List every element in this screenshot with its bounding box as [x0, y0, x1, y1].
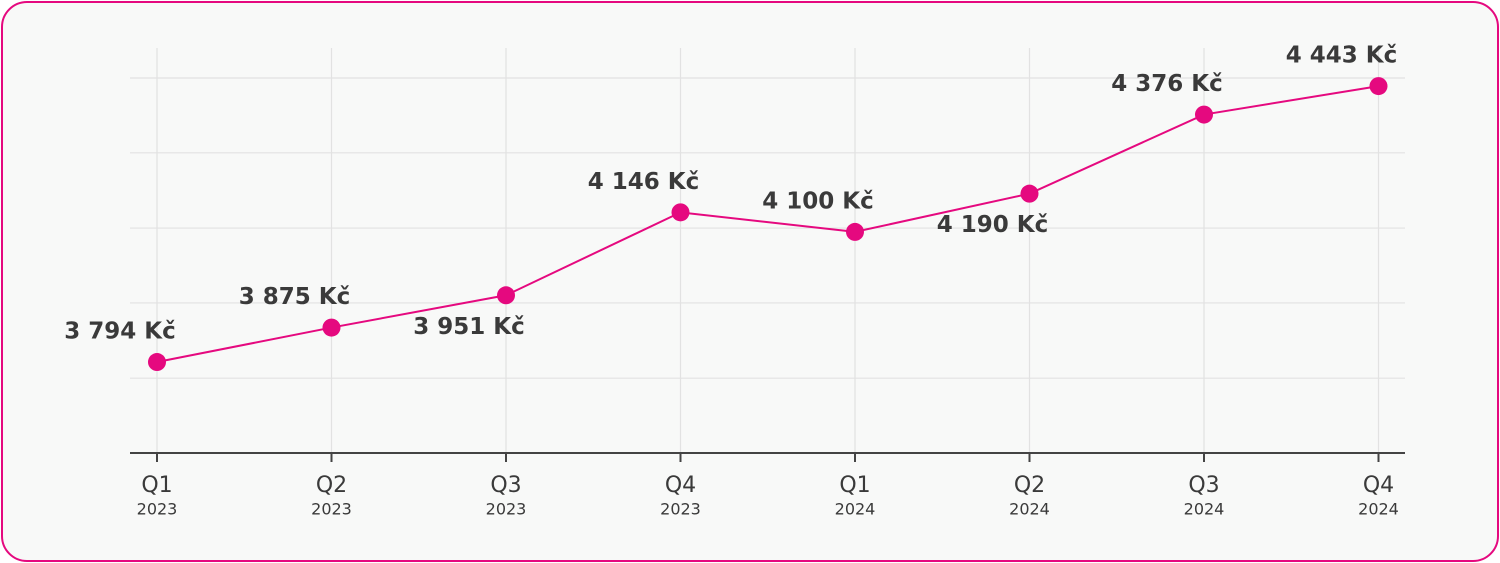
x-tick-label: Q1 [141, 473, 172, 498]
point [148, 353, 166, 372]
value-label: 4 190 Kč [937, 212, 1049, 238]
point [497, 286, 515, 305]
line [156, 85, 1379, 363]
x-tick-year: 2023 [486, 500, 527, 519]
x-tick-label: Q3 [490, 473, 521, 498]
value-label: 3 951 Kč [413, 314, 525, 340]
x-tick-label: Q4 [665, 473, 696, 498]
x-tick-label: Q1 [839, 473, 870, 498]
value-label: 4 376 Kč [1111, 71, 1223, 97]
x-tick-year: 2023 [137, 500, 178, 519]
value-label: 3 875 Kč [239, 284, 351, 310]
x-tick-year: 2024 [1184, 500, 1225, 519]
point [1195, 105, 1213, 124]
x-tick-year: 2023 [311, 500, 352, 519]
x-tick-year: 2024 [1009, 500, 1050, 519]
point [671, 203, 690, 222]
x-tick-label: Q2 [1014, 473, 1045, 498]
value-label: 3 794 Kč [64, 319, 176, 345]
value-label: 4 146 Kč [588, 169, 700, 195]
x-tick-year: 2023 [660, 500, 701, 519]
x-tick-label: Q2 [316, 473, 347, 498]
x-tick-label: Q4 [1363, 473, 1394, 498]
value-label: 4 443 Kč [1286, 43, 1398, 69]
point [846, 222, 864, 241]
x-tick-label: Q3 [1188, 473, 1219, 498]
x-tick-year: 2024 [835, 500, 876, 519]
point [1020, 184, 1039, 203]
point [322, 318, 341, 337]
point [1369, 77, 1388, 96]
x-tick-year: 2024 [1358, 500, 1399, 519]
value-label: 4 100 Kč [762, 188, 874, 214]
